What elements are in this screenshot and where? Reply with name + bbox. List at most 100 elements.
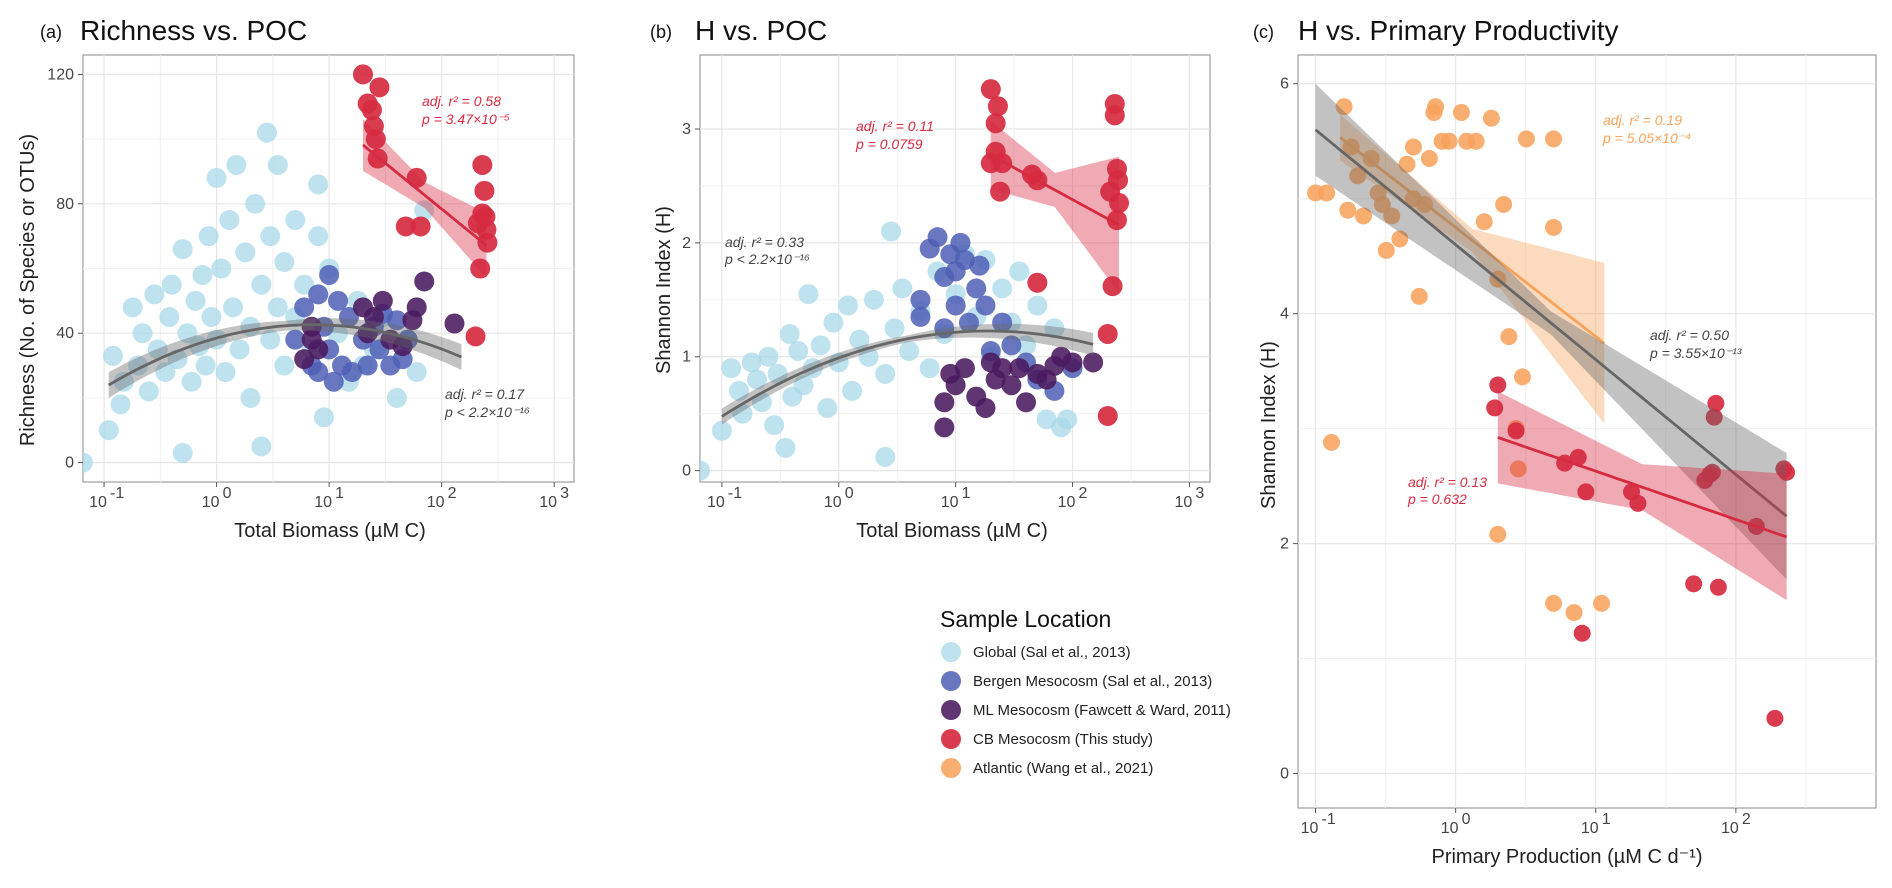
legend-label-bergen: Bergen Mesocosm (Sal et al., 2013)	[973, 673, 1212, 690]
panel-a-point-bergen	[357, 355, 378, 376]
panel-b-x-tick-label: 10	[1175, 494, 1193, 511]
panel-b-x-tick-exponent: 2	[1079, 485, 1088, 502]
panel-a-point-global	[198, 226, 219, 247]
panel-a-point-global	[201, 307, 222, 328]
legend-label-cb: CB Mesocosm (This study)	[973, 731, 1153, 748]
panel-c-fit-band-cb	[1497, 391, 1787, 601]
panel-b-point-global	[842, 380, 863, 401]
panel-b-point-global	[863, 289, 884, 310]
panel-c-point-atlantic	[1420, 149, 1438, 167]
panel-a-gray-annotation-line1: adj. r² = 0.17	[445, 386, 525, 402]
panel-c-point-atlantic	[1545, 130, 1563, 148]
panel-a-x-tick-label: 10	[314, 494, 332, 511]
panel-a-point-global	[144, 284, 165, 305]
panel-a-point-global	[110, 394, 131, 415]
panel-b-point-global	[919, 358, 940, 379]
panel-c-point-cb	[1778, 463, 1796, 481]
panel-b-points	[700, 79, 1130, 481]
panel-b-gray-annotation-line1: adj. r² = 0.33	[725, 234, 804, 250]
panel-a-point-bergen	[308, 284, 329, 305]
panel-c-title: H vs. Primary Productivity	[1298, 15, 1619, 46]
panel-a-point-ml	[392, 336, 413, 357]
panel-a-series-ml	[294, 271, 465, 370]
panel-c-point-cb	[1577, 483, 1595, 501]
panel-a-point-bergen	[386, 310, 407, 331]
panel-a-point-global	[274, 252, 295, 273]
panel-b-point-bergen	[992, 312, 1013, 333]
panel-b-y-tick-label: 1	[682, 349, 691, 366]
panel-a-point-global	[138, 381, 159, 402]
panel-c-point-atlantic	[1467, 132, 1485, 150]
panel-c-point-cb	[1507, 422, 1525, 440]
panel-b-point-global	[1036, 409, 1057, 430]
panel-a-point-global	[159, 307, 180, 328]
panel-b-point-global	[1016, 335, 1037, 356]
panel-a-point-global	[245, 193, 266, 214]
panel-b-point-global	[747, 369, 768, 390]
panel-b-point-ml	[1062, 352, 1083, 373]
panel-a-x-tick-label: 10	[427, 494, 445, 511]
panel-b-point-ml	[1016, 392, 1037, 413]
panel-a-point-global	[172, 239, 193, 260]
panel-b-point-global	[884, 318, 905, 339]
panel-c-point-atlantic	[1404, 138, 1422, 156]
panel-c-point-cb	[1573, 624, 1591, 642]
panel-a-point-global	[229, 339, 250, 360]
panel-b-point-ml	[1001, 375, 1022, 396]
panel-c-point-atlantic	[1513, 368, 1531, 386]
panel-a-fits	[107, 119, 488, 398]
panel-a-point-ml	[363, 307, 384, 328]
panel-b-point-cb	[1109, 193, 1130, 214]
panel-a-x-tick-label: 10	[202, 494, 220, 511]
panel-a-point-bergen	[319, 264, 340, 285]
panel-c-x-tick-label: 10	[1301, 820, 1319, 837]
panel-b-point-global	[732, 403, 753, 424]
panel-a-point-ml	[414, 271, 435, 292]
panel-a-point-cb	[474, 180, 495, 201]
panel-c-point-atlantic	[1354, 207, 1372, 225]
panel-a-point-global	[161, 274, 182, 295]
panel-b-point-global	[899, 341, 920, 362]
panel-a-fit-line-cb	[362, 143, 488, 247]
panel-c-point-atlantic	[1335, 98, 1353, 116]
panel-c-gray-annotation-line2: p = 3.55×10⁻¹³	[1649, 345, 1742, 361]
panel-b-point-ml	[992, 358, 1013, 379]
panel-c-point-atlantic	[1495, 195, 1513, 213]
panel-b-point-global	[764, 415, 785, 436]
panel-c-fit-line-all	[1314, 128, 1788, 518]
panel-c-point-cb	[1489, 376, 1507, 394]
panel-b-plot-area	[699, 54, 1211, 483]
panel-b-point-global	[1044, 318, 1065, 339]
panel-a-point-cb	[410, 216, 431, 237]
panel-a-point-global	[274, 355, 295, 376]
panel-a-y-tick-label: 80	[56, 196, 74, 213]
panel-b-point-global	[788, 341, 809, 362]
panel-c-y-tick-label: 2	[1280, 536, 1289, 553]
panel-b-point-cb	[1102, 276, 1123, 297]
panel-a-point-ml	[308, 339, 329, 360]
legend-label-atlantic: Atlantic (Wang et al., 2021)	[973, 760, 1153, 777]
panel-a-fit-line-global_bergen_ml	[107, 323, 463, 387]
panel-b-point-bergen	[927, 227, 948, 248]
panel-b-x-tick-label: 10	[1058, 494, 1076, 511]
panel-b-x-tick-exponent: 1	[962, 485, 971, 502]
panel-c-point-cb	[1569, 448, 1587, 466]
panel-b-point-global	[875, 363, 896, 384]
panel-a-point-bergen	[294, 297, 315, 318]
panel-a-point-global	[219, 209, 240, 230]
panel-c-point-atlantic	[1391, 230, 1409, 248]
panel-a-point-ml	[294, 349, 315, 370]
panel-b-point-global	[1009, 261, 1030, 282]
panel-b-point-bergen	[950, 232, 971, 253]
panel-a-point-bergen	[338, 307, 359, 328]
panel-a-point-global	[226, 154, 247, 175]
panel-b-x-tick-exponent: 0	[845, 485, 854, 502]
panel-b-point-cb	[1097, 405, 1118, 426]
panel-b-point-global	[810, 335, 831, 356]
panel-a-point-cb	[361, 99, 382, 120]
panel-c-y-tick-label: 0	[1280, 766, 1289, 783]
panel-a-cb-annotation-line2: p = 3.47×10⁻⁵	[421, 111, 510, 127]
panel-b-series-ml	[934, 346, 1104, 438]
panel-b-point-cb	[990, 181, 1011, 202]
